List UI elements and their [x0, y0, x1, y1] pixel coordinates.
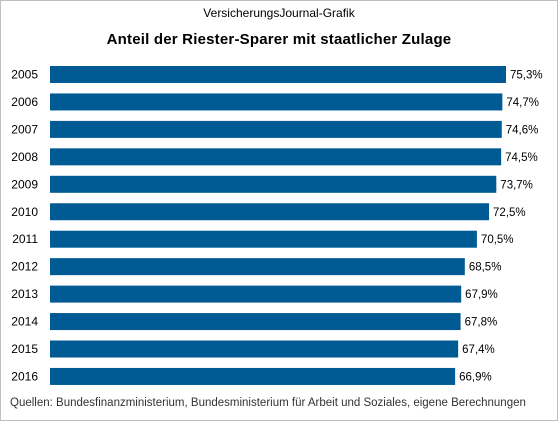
value-label: 75,3% — [510, 70, 543, 82]
year-label: 2011 — [12, 232, 38, 246]
chart-title: Anteil der Riester-Sparer mit staatliche… — [106, 31, 452, 48]
value-label: 73,7% — [500, 179, 533, 191]
bar — [50, 175, 497, 193]
bar — [50, 313, 461, 331]
value-label: 67,4% — [462, 344, 495, 356]
value-label: 74,5% — [505, 152, 538, 164]
footnote: Quellen: Bundesfinanzministerium, Bundes… — [10, 397, 526, 409]
bar — [50, 258, 465, 276]
value-label: 74,7% — [506, 97, 539, 109]
bar — [50, 285, 462, 303]
year-label: 2016 — [11, 369, 38, 383]
value-label: 68,5% — [469, 262, 502, 274]
bar — [50, 148, 502, 166]
year-label: 2009 — [11, 177, 38, 191]
bar — [50, 93, 503, 111]
bar — [50, 367, 456, 385]
year-label: 2010 — [11, 205, 38, 219]
source-label: VersicherungsJournal-Grafik — [203, 6, 355, 20]
value-label: 70,5% — [481, 234, 514, 246]
year-label: 2015 — [11, 342, 38, 356]
value-label: 67,9% — [465, 289, 498, 301]
year-label: 2006 — [11, 95, 38, 109]
year-label: 2014 — [11, 315, 38, 329]
bar — [50, 66, 506, 83]
value-label: 66,9% — [459, 371, 492, 383]
year-label: 2007 — [11, 122, 38, 136]
value-label: 72,5% — [493, 207, 526, 219]
bar — [50, 340, 459, 358]
year-label: 2008 — [11, 150, 38, 164]
year-label: 2013 — [11, 287, 38, 301]
bar — [50, 230, 477, 248]
year-label: 2005 — [11, 68, 38, 82]
value-label: 74,6% — [506, 124, 539, 136]
bar — [50, 203, 490, 221]
bar-chart: 2005 75,3% 2006 74,7% 2007 74,6% 2008 74,5% 2009… — [11, 66, 543, 385]
bar — [50, 120, 502, 138]
value-label: 67,8% — [465, 317, 498, 329]
year-label: 2012 — [11, 260, 38, 274]
